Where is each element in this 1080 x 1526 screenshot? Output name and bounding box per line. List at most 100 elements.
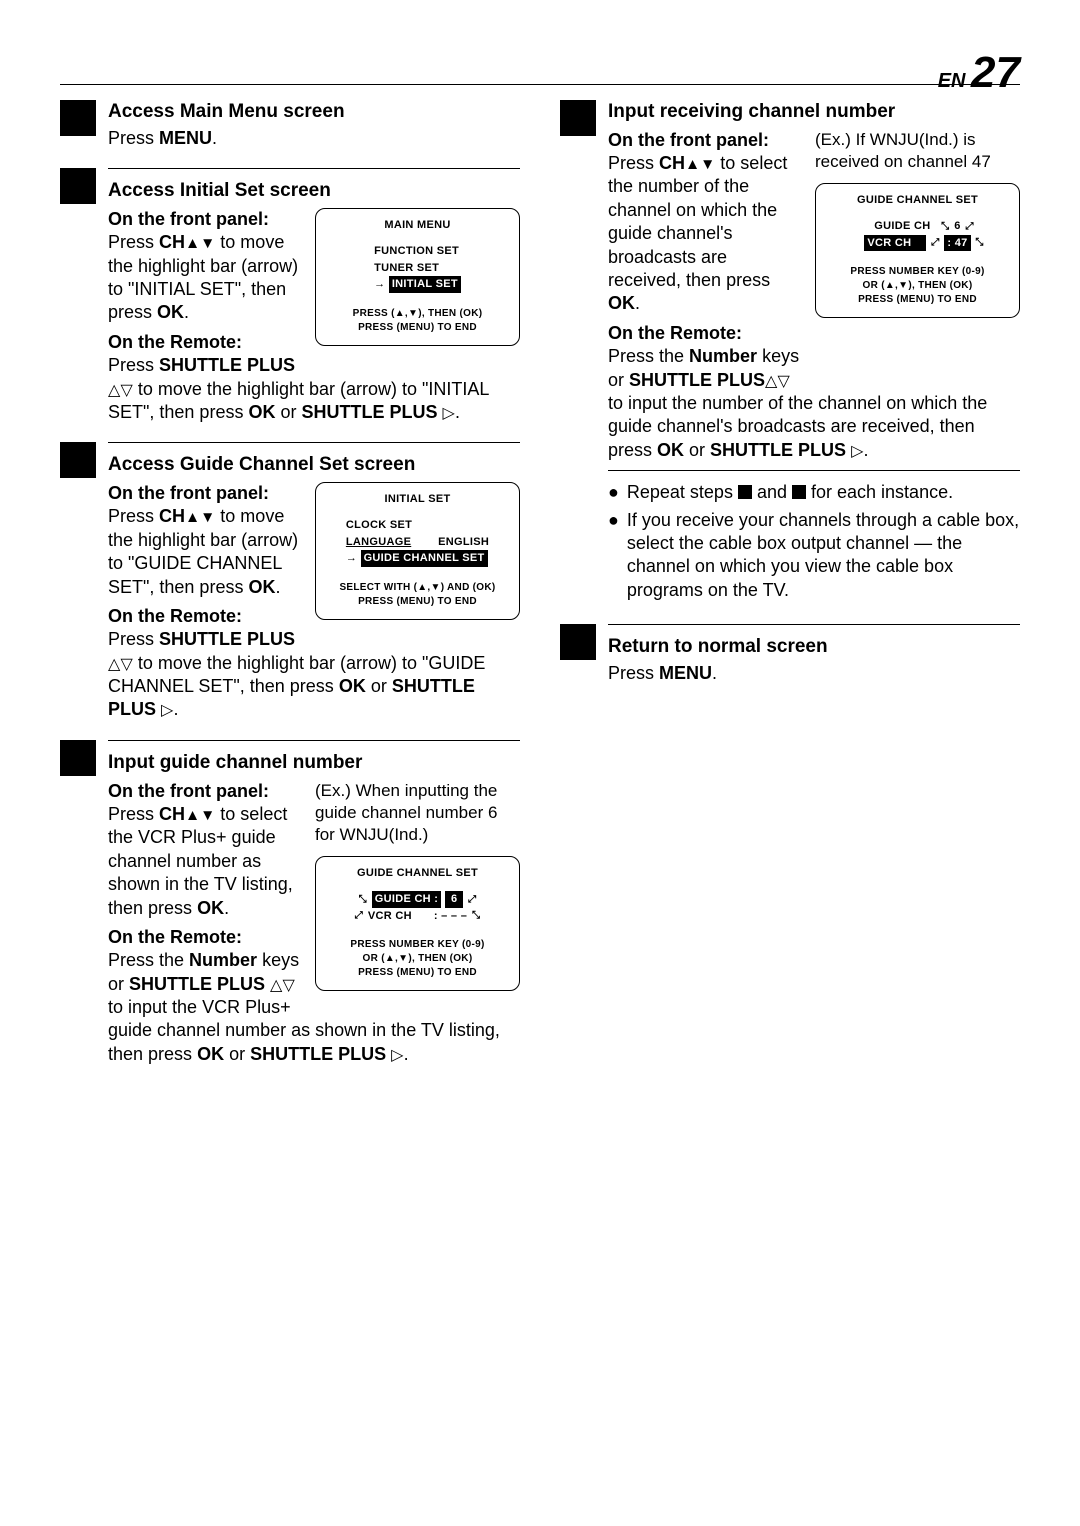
up-icon	[185, 506, 200, 526]
osd-vcr-row: VCR CH ⤢ : 47 ⤡	[826, 235, 1009, 252]
step-5-remote-text: Press the Number keys or SHUTTLE PLUS	[608, 345, 805, 392]
step-1: Access Main Menu screen Press MENU.	[60, 100, 520, 150]
hatch-icon: ⤢	[354, 911, 364, 921]
osd-title: GUIDE CHANNEL SET	[326, 865, 509, 882]
down-outline-icon	[777, 370, 789, 390]
up-outline-icon	[270, 974, 282, 994]
step-3-remote-line2: to move the highlight bar (arrow) to "GU…	[108, 652, 520, 722]
step-5: Input receiving channel number On the fr…	[560, 100, 1020, 606]
remote-label: On the Remote:	[108, 605, 305, 628]
osd-footer: PRESS NUMBER KEY (0-9) OR (▲,▼), THEN (O…	[826, 265, 1009, 307]
separator	[108, 168, 520, 169]
front-panel-label: On the front panel:	[108, 208, 305, 231]
remote-label: On the Remote:	[108, 926, 305, 949]
content-columns: Access Main Menu screen Press MENU. Acce…	[60, 100, 1020, 1084]
separator	[108, 442, 520, 443]
up-outline-icon	[108, 653, 120, 673]
bullet-1: ● Repeat steps and for each instance.	[608, 481, 1020, 504]
page-num-value: 27	[971, 48, 1020, 97]
down-icon	[700, 153, 715, 173]
step-4-example: (Ex.) When inputting the guide channel n…	[315, 780, 520, 846]
osd-highlight: GUIDE CHANNEL SET	[361, 550, 488, 567]
osd-guide-channel-set-2: GUIDE CHANNEL SET GUIDE CH ⤡ 6 ⤢	[815, 183, 1020, 319]
step-5-title: Input receiving channel number	[608, 100, 1020, 125]
step-3-front-text: Press CH to move the highlight bar (arro…	[108, 505, 305, 599]
osd-main-menu: MAIN MENU FUNCTION SET TUNER SET INITIAL…	[315, 208, 520, 346]
osd-title: GUIDE CHANNEL SET	[826, 192, 1009, 209]
osd-item: CLOCK SET	[346, 517, 489, 534]
osd-item: FUNCTION SET	[374, 243, 461, 260]
down-outline-icon	[120, 379, 132, 399]
step-6-text: Press MENU.	[608, 662, 1020, 685]
osd-guide-channel-set-1: GUIDE CHANNEL SET ⤡ GUIDE CH : 6 ⤢ ⤢	[315, 856, 520, 992]
step-4-title: Input guide channel number	[108, 751, 520, 776]
hatch-icon: ⤢	[467, 895, 477, 905]
step-ref-icon	[792, 485, 806, 499]
step-1-text: Press MENU.	[108, 127, 520, 150]
up-icon	[685, 153, 700, 173]
up-icon	[185, 804, 200, 824]
step-5-front-text: Press CH to select the number of the cha…	[608, 152, 805, 316]
down-icon	[200, 506, 215, 526]
osd-footer: SELECT WITH (▲,▼) AND (OK) PRESS (MENU) …	[326, 581, 509, 609]
hatch-icon: ⤡	[358, 895, 368, 905]
osd-vcr-val: : – – –	[434, 908, 467, 925]
osd-item: TUNER SET	[374, 260, 461, 277]
up-outline-icon	[108, 379, 120, 399]
step-2-title: Access Initial Set screen	[108, 179, 520, 204]
arrow-icon	[374, 278, 385, 290]
bullet-2-text: If you receive your channels through a c…	[627, 509, 1020, 603]
step-marker	[60, 442, 96, 478]
osd-item: LANGUAGE ENGLISH	[346, 534, 489, 551]
down-outline-icon	[120, 653, 132, 673]
osd-guide-val: 6	[445, 891, 463, 908]
step-2-remote-line2: to move the highlight bar (arrow) to "IN…	[108, 378, 520, 425]
osd-initial-set: INITIAL SET CLOCK SET LANGUAGE ENGLISH G…	[315, 482, 520, 620]
osd-vcr-val: : 47	[944, 235, 970, 252]
osd-vcr-row: ⤢ VCR CH : – – – ⤡	[326, 908, 509, 925]
osd-vcr-label: VCR CH	[864, 235, 926, 252]
left-column: Access Main Menu screen Press MENU. Acce…	[60, 100, 520, 1084]
step-2: Access Initial Set screen On the front p…	[60, 168, 520, 424]
up-icon	[185, 232, 200, 252]
top-rule	[60, 84, 1020, 85]
up-outline-icon	[765, 370, 777, 390]
down-icon	[200, 804, 215, 824]
front-panel-label: On the front panel:	[108, 482, 305, 505]
page-number: EN 27	[938, 48, 1020, 98]
right-column: Input receiving channel number On the fr…	[560, 100, 1020, 1084]
step-4: Input guide channel number On the front …	[60, 740, 520, 1066]
remote-label: On the Remote:	[608, 322, 805, 345]
step-4-after: guide channel number as shown in the TV …	[108, 1019, 520, 1066]
step-4-remote-text: Press the Number keys or SHUTTLE PLUS to…	[108, 949, 305, 1019]
front-panel-label: On the front panel:	[108, 780, 305, 803]
hatch-icon: ⤢	[930, 238, 940, 248]
right-outline-icon	[851, 440, 863, 460]
separator	[608, 624, 1020, 625]
down-icon	[200, 232, 215, 252]
remote-label: On the Remote:	[108, 331, 305, 354]
osd-footer: PRESS (▲,▼), THEN (OK) PRESS (MENU) TO E…	[326, 307, 509, 335]
osd-guide-row: ⤡ GUIDE CH : 6 ⤢	[326, 891, 509, 908]
osd-title: INITIAL SET	[326, 491, 509, 508]
step-5-after: to input the number of the channel on wh…	[608, 392, 1020, 462]
osd-guide-val: 6	[954, 218, 960, 235]
step-3-remote-line1: Press SHUTTLE PLUS	[108, 628, 305, 651]
step-2-front-text: Press CH to move the highlight bar (arro…	[108, 231, 305, 325]
hatch-icon: ⤡	[471, 911, 481, 921]
step-ref-icon	[738, 485, 752, 499]
osd-title: MAIN MENU	[326, 217, 509, 234]
bullet-icon: ●	[608, 481, 619, 504]
step-marker	[60, 100, 96, 136]
step-2-remote-line1: Press SHUTTLE PLUS	[108, 354, 305, 377]
right-outline-icon	[443, 402, 455, 422]
page-prefix: EN	[938, 70, 966, 92]
osd-highlight-row: INITIAL SET	[374, 276, 461, 293]
step-1-title: Access Main Menu screen	[108, 100, 520, 125]
osd-highlight-row: GUIDE CHANNEL SET	[346, 550, 489, 567]
osd-vcr-label: VCR CH	[368, 908, 430, 925]
hatch-icon: ⤡	[975, 238, 985, 248]
osd-footer: PRESS NUMBER KEY (0-9) OR (▲,▼), THEN (O…	[326, 938, 509, 980]
step-marker	[60, 740, 96, 776]
right-outline-icon	[161, 699, 173, 719]
